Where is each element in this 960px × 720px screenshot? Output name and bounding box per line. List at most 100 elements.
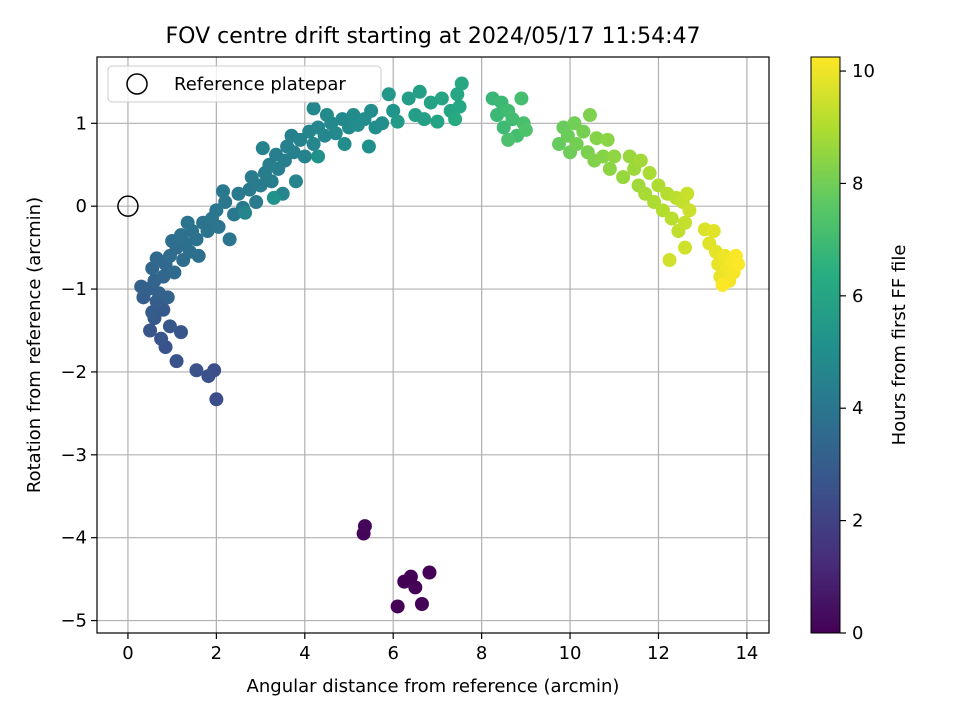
colorbar-tick-label: 4	[852, 398, 863, 419]
y-tick-label: −5	[60, 611, 87, 632]
data-point	[448, 112, 463, 127]
data-point	[569, 137, 584, 152]
data-point	[430, 114, 445, 129]
data-point	[167, 265, 182, 280]
reference-marker	[117, 195, 139, 217]
data-point	[242, 182, 257, 197]
data-point	[317, 128, 332, 143]
x-tick-label: 6	[387, 643, 398, 664]
y-tick-label: −4	[60, 528, 87, 549]
data-point	[222, 232, 237, 247]
data-point	[209, 203, 224, 218]
data-point	[209, 392, 224, 407]
data-point	[505, 112, 520, 127]
data-point	[514, 91, 529, 106]
data-point	[218, 195, 233, 210]
data-point	[238, 205, 253, 220]
data-point	[664, 211, 679, 226]
x-ticks: 0 2 4 6 8 10 12 14	[122, 633, 758, 664]
grid	[97, 57, 769, 633]
data-point	[408, 580, 423, 595]
data-point	[200, 224, 215, 239]
legend-box	[107, 65, 382, 103]
data-point	[414, 596, 429, 611]
data-point	[680, 186, 695, 201]
data-point	[622, 149, 637, 164]
data-point	[375, 116, 390, 131]
data-point	[386, 103, 401, 118]
data-point	[647, 195, 662, 210]
data-point	[319, 108, 334, 123]
data-point	[552, 137, 566, 152]
data-point	[434, 91, 449, 106]
data-point	[638, 186, 653, 201]
colorbar: 0 2 4 6 8 10 Hours from first FF file	[810, 56, 910, 644]
data-point	[134, 279, 149, 294]
data-point	[231, 186, 246, 201]
data-point	[706, 224, 721, 239]
data-point	[169, 354, 184, 369]
y-tick-label: 1	[76, 113, 87, 134]
data-point	[191, 248, 206, 263]
y-ticks: 1 0 −1 −2 −3 −4 −5	[60, 113, 97, 632]
data-point	[390, 599, 405, 614]
data-point	[255, 141, 270, 156]
data-point	[306, 101, 321, 116]
y-tick-label: −1	[60, 279, 87, 300]
data-point	[160, 290, 175, 305]
y-tick-label: 0	[76, 196, 87, 217]
data-point	[154, 331, 169, 346]
data-point	[496, 120, 511, 135]
data-point	[216, 184, 230, 199]
data-point	[633, 153, 648, 168]
x-tick-label: 12	[647, 643, 670, 664]
data-point	[297, 149, 312, 164]
data-point	[576, 124, 591, 139]
legend-label: Reference platepar	[174, 74, 346, 95]
data-point	[589, 131, 604, 146]
data-point	[662, 253, 677, 268]
data-point	[582, 108, 597, 123]
data-point	[501, 132, 516, 147]
data-point	[403, 569, 418, 584]
data-point	[264, 174, 279, 189]
colorbar-gradient	[810, 56, 841, 634]
data-point	[454, 76, 469, 91]
y-tick-label: −3	[60, 445, 87, 466]
data-point	[678, 215, 692, 230]
x-tick-label: 2	[211, 643, 222, 664]
data-point	[328, 126, 343, 141]
data-point	[156, 269, 171, 284]
data-point	[450, 87, 465, 102]
data-point	[288, 174, 303, 189]
data-point	[490, 108, 505, 123]
data-point	[211, 219, 226, 234]
data-point	[567, 116, 582, 131]
data-point	[364, 103, 379, 118]
data-point	[145, 305, 160, 320]
data-point	[253, 178, 268, 193]
data-point	[422, 565, 437, 580]
colorbar-label: Hours from first FF file	[889, 245, 910, 446]
data-point	[286, 145, 301, 160]
data-point	[452, 99, 467, 114]
x-tick-label: 14	[735, 643, 758, 664]
x-tick-label: 4	[299, 643, 310, 664]
data-point	[607, 149, 622, 164]
data-point	[401, 91, 416, 106]
data-point	[678, 240, 692, 255]
data-point	[361, 139, 376, 154]
data-point	[412, 84, 427, 99]
colorbar-tick-label: 2	[852, 511, 863, 532]
data-point	[266, 190, 281, 205]
x-tick-label: 8	[476, 643, 487, 664]
data-point	[249, 195, 264, 210]
legend: Reference platepar	[107, 65, 382, 103]
data-point	[602, 161, 617, 176]
colorbar-tick-label: 0	[852, 623, 863, 644]
x-tick-label: 10	[559, 643, 582, 664]
plot-frame	[96, 56, 770, 634]
data-point	[244, 170, 259, 185]
y-tick-label: −2	[60, 362, 87, 383]
